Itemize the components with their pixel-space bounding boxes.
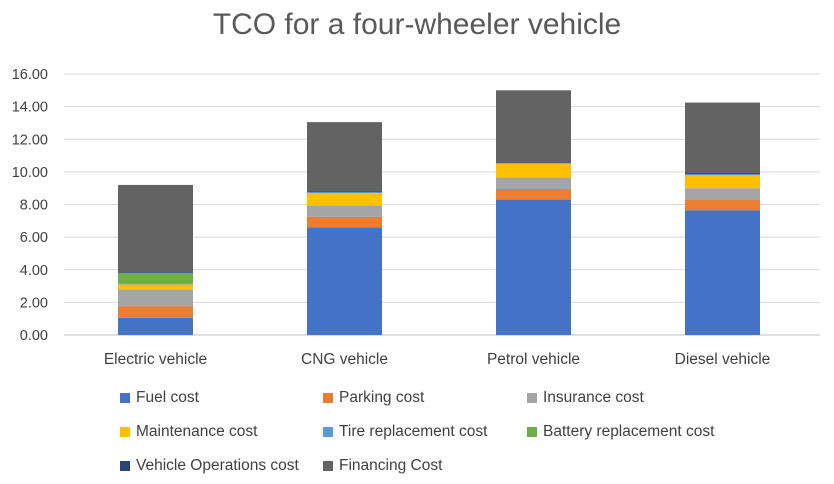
- legend-label: Insurance cost: [543, 389, 644, 406]
- bar-segment: [685, 173, 760, 175]
- legend-item: Financing Cost: [323, 457, 442, 475]
- legend-swatch: [323, 427, 333, 437]
- legend-item: Insurance cost: [527, 389, 644, 407]
- x-tick-label: Electric vehicle: [104, 351, 207, 368]
- bar-segment: [118, 283, 193, 285]
- y-tick-label: 0.00: [20, 328, 48, 344]
- y-tick-label: 16.00: [12, 67, 48, 83]
- bar-segment: [496, 177, 571, 190]
- legend-swatch: [120, 393, 130, 403]
- legend-item: Parking cost: [323, 389, 424, 407]
- legend-swatch: [120, 427, 130, 437]
- y-tick-label: 14.00: [12, 100, 48, 116]
- y-tick-label: 4.00: [20, 263, 48, 279]
- y-tick-label: 6.00: [20, 230, 48, 246]
- x-tick-label: CNG vehicle: [301, 351, 388, 368]
- bar-segment: [307, 122, 382, 192]
- bar-segment: [496, 162, 571, 163]
- legend-item: Tire replacement cost: [323, 423, 487, 441]
- legend-item: Vehicle Operations cost: [120, 457, 299, 475]
- bar-segment: [496, 189, 571, 200]
- legend-item: Battery replacement cost: [527, 423, 714, 441]
- legend-swatch: [323, 393, 333, 403]
- legend-item: Maintenance cost: [120, 423, 258, 441]
- legend-label: Maintenance cost: [136, 423, 258, 440]
- bar-segment: [307, 227, 382, 335]
- legend-swatch: [323, 461, 333, 471]
- x-tick-label: Diesel vehicle: [675, 351, 771, 368]
- y-tick-label: 8.00: [20, 198, 48, 214]
- legend-label: Financing Cost: [339, 457, 443, 474]
- bar-segment: [685, 210, 760, 335]
- bar-segment: [307, 191, 382, 193]
- legend-item: Fuel cost: [120, 389, 199, 407]
- bar-segment: [118, 273, 193, 284]
- bar-segment: [118, 289, 193, 307]
- bar-segment: [118, 184, 193, 273]
- y-tick-label: 2.00: [20, 295, 48, 311]
- bar-segment: [496, 90, 571, 163]
- bar-segment: [307, 216, 382, 228]
- bar-segment: [685, 199, 760, 211]
- bar-segment: [496, 199, 571, 335]
- bar-segment: [307, 205, 382, 217]
- x-tick-label: Petrol vehicle: [487, 351, 580, 368]
- legend-label: Parking cost: [339, 389, 425, 406]
- bar-segment: [118, 306, 193, 318]
- bar-segment: [685, 102, 760, 174]
- y-tick-label: 12.00: [12, 132, 48, 148]
- stacked-bar-chart: 0.00 2.00 4.00 6.00 8.00 10.00 12.00 14.00 16.00…: [12, 67, 820, 368]
- bar-segment: [307, 192, 382, 194]
- bar-segment: [307, 193, 382, 206]
- bar-segment: [118, 317, 193, 335]
- legend-label: Battery replacement cost: [543, 423, 715, 440]
- bar-segment: [496, 162, 571, 164]
- bar-segment: [685, 174, 760, 176]
- bar-segment: [118, 284, 193, 290]
- legend-swatch: [527, 427, 537, 437]
- bar-segment: [496, 163, 571, 178]
- chart-title: TCO for a four-wheeler vehicle: [212, 8, 622, 41]
- bar-segment: [685, 188, 760, 200]
- legend-label: Vehicle Operations cost: [136, 457, 299, 474]
- legend-swatch: [120, 461, 130, 471]
- y-tick-label: 10.00: [12, 165, 48, 181]
- bar-segment: [118, 272, 193, 274]
- legend-swatch: [527, 393, 537, 403]
- legend-label: Tire replacement cost: [339, 423, 488, 440]
- legend-label: Fuel cost: [136, 389, 199, 406]
- bar-segment: [685, 175, 760, 189]
